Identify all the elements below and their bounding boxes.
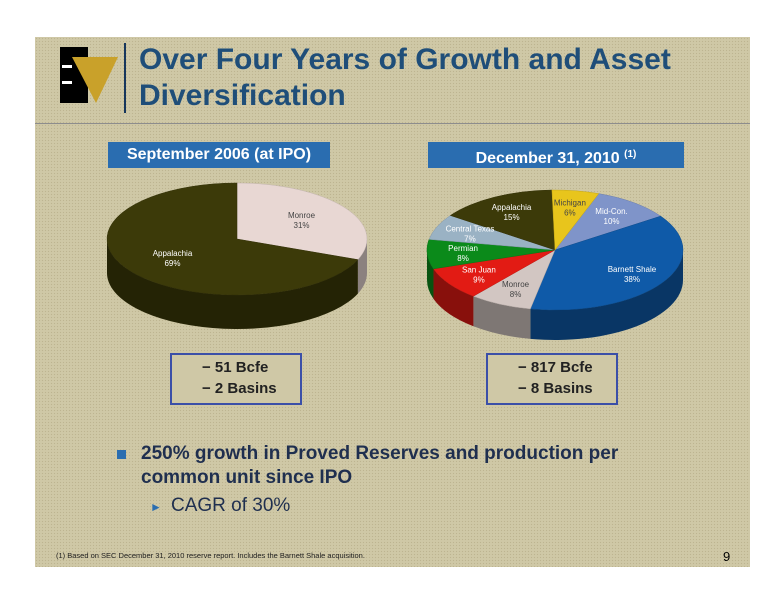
pie-side-3 [433, 268, 474, 327]
company-logo [60, 47, 118, 103]
right-chart-header: December 31, 2010 (1) [428, 142, 684, 168]
pie-value-7: 6% [564, 208, 576, 217]
left-chart-title: September 2006 (at IPO) [126, 146, 312, 163]
pie-side-1 [530, 250, 683, 340]
pie-value-4: 8% [457, 254, 469, 263]
pie-label-7: Michigan [554, 198, 586, 207]
pie-side-4 [427, 250, 434, 299]
title-divider [124, 43, 126, 113]
left-summary-box: − 51 Bcfe − 2 Basins [170, 353, 302, 405]
right-chart-title-note: (1) [624, 149, 637, 160]
pie-side-2 [473, 296, 531, 339]
pie-label-6: Appalachia [492, 203, 532, 212]
pie-label-1: Appalachia [153, 249, 193, 258]
right-summary-reserves: − 817 Bcfe [518, 359, 593, 376]
pie-label-0: Monroe [288, 211, 316, 220]
pie-value-1: 69% [164, 259, 180, 268]
page-title: Over Four Years of Growth and Asset Dive… [139, 43, 671, 112]
pie-slice-0 [236, 182, 368, 260]
page-number: 9 [723, 549, 731, 564]
pie-label-4: Permian [448, 244, 478, 253]
left-chart-header: September 2006 (at IPO) [108, 142, 330, 168]
pie-slice-7 [551, 189, 600, 251]
pie-slice-1 [530, 215, 684, 311]
pie-slice-1 [106, 182, 359, 296]
pie-value-2: 8% [510, 290, 522, 299]
right-chart-title: December 31, 2010 [475, 150, 620, 167]
header-rule [35, 123, 750, 124]
left-summary-reserves: − 51 Bcfe [202, 359, 269, 376]
right-summary-box: − 817 Bcfe − 8 Basins [486, 353, 618, 405]
sub-bullet: CAGR of 30% [171, 495, 291, 516]
pie-label-3: San Juan [462, 265, 496, 274]
right-summary-basins: − 8 Basins [518, 380, 593, 397]
pie-value-6: 15% [504, 213, 520, 222]
pie-slice-6 [449, 189, 556, 251]
pie-value-0: 31% [294, 221, 310, 230]
bullet-square-icon [117, 450, 126, 459]
pie-value-0: 10% [604, 217, 620, 226]
pie-value-1: 38% [624, 275, 640, 284]
pie-label-0: Mid-Con. [595, 207, 627, 216]
main-bullet: 250% growth in Proved Reserves and produ… [141, 443, 619, 488]
pie-side-0 [357, 239, 367, 294]
left-summary-basins: − 2 Basins [202, 380, 277, 397]
sub-bullet-arrow-icon: ► [150, 500, 162, 514]
pie-side-1 [107, 239, 358, 329]
pie-value-3: 9% [473, 275, 485, 284]
pie-label-5: Central Texas [446, 224, 495, 233]
pie-value-5: 7% [464, 234, 476, 243]
footnote: (1) Based on SEC December 31, 2010 reser… [56, 551, 365, 560]
pie-label-2: Monroe [502, 280, 530, 289]
pie-label-1: Barnett Shale [608, 265, 657, 274]
pie-slice-0 [554, 193, 662, 251]
